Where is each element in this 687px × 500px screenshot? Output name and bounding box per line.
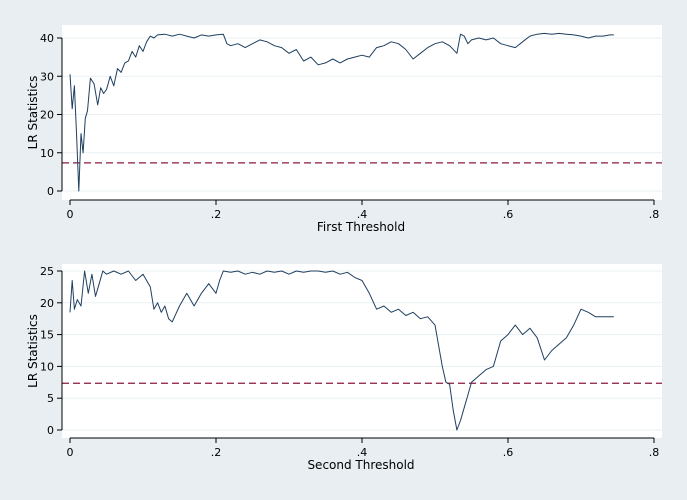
x-tick-label-second-threshold-3: .6 [503,446,514,459]
x-tick-label-second-threshold-2: .4 [357,446,368,459]
y-tick-label-second-threshold-4: 20 [40,297,54,310]
y-tick-label-first-threshold-3: 30 [40,70,54,83]
panel-second-threshold: 0 5 10 15 20 25 0 .2 .4 .6 .8 Second Threshold LR … [26,264,662,472]
y-tick-label-first-threshold-0: 0 [47,185,54,198]
x-axis-label-second-threshold: Second Threshold [307,458,414,472]
x-tick-label-first-threshold-1: .2 [211,208,222,221]
x-axis-label-first-threshold: First Threshold [317,220,405,234]
series-line-first-threshold [69,32,614,192]
x-tick-label-second-threshold-0: 0 [67,446,74,459]
y-tick-label-second-threshold-3: 15 [40,329,54,342]
plot-area-first-threshold [62,25,662,200]
y-tick-label-first-threshold-2: 20 [40,109,54,122]
y-tick-label-second-threshold-0: 0 [47,424,54,437]
y-tick-label-second-threshold-1: 5 [47,392,54,405]
y-tick-label-first-threshold-1: 10 [40,147,54,160]
series-line-second-threshold [69,270,614,431]
panel-first-threshold: 0 10 20 30 40 0 .2 .4 .6 .8 First Threshold LR St… [26,25,662,234]
x-tick-label-first-threshold-2: .4 [357,208,368,221]
x-tick-label-second-threshold-1: .2 [211,446,222,459]
x-tick-label-first-threshold-4: .8 [649,208,660,221]
y-axis-label-first-threshold: LR Statistics [26,76,40,150]
x-tick-label-second-threshold-4: .8 [649,446,660,459]
x-tick-label-first-threshold-3: .6 [503,208,514,221]
y-axis-label-second-threshold: LR Statistics [26,314,40,388]
plot-area-second-threshold [62,264,662,438]
y-tick-label-first-threshold-4: 40 [40,32,54,45]
y-tick-label-second-threshold-5: 25 [40,265,54,278]
y-tick-label-second-threshold-2: 10 [40,360,54,373]
x-tick-label-first-threshold-0: 0 [67,208,74,221]
